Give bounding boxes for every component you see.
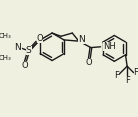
Text: O: O xyxy=(21,61,28,70)
Text: F: F xyxy=(114,71,119,80)
Text: CH₃: CH₃ xyxy=(0,33,12,39)
Text: O: O xyxy=(86,58,93,67)
Text: CH₃: CH₃ xyxy=(0,55,12,61)
Text: NH: NH xyxy=(103,42,116,51)
Text: F: F xyxy=(134,68,138,77)
Text: N: N xyxy=(78,35,85,44)
Text: F: F xyxy=(125,76,130,85)
Text: S: S xyxy=(26,46,32,55)
Text: N: N xyxy=(14,43,21,52)
Text: O: O xyxy=(37,34,43,43)
